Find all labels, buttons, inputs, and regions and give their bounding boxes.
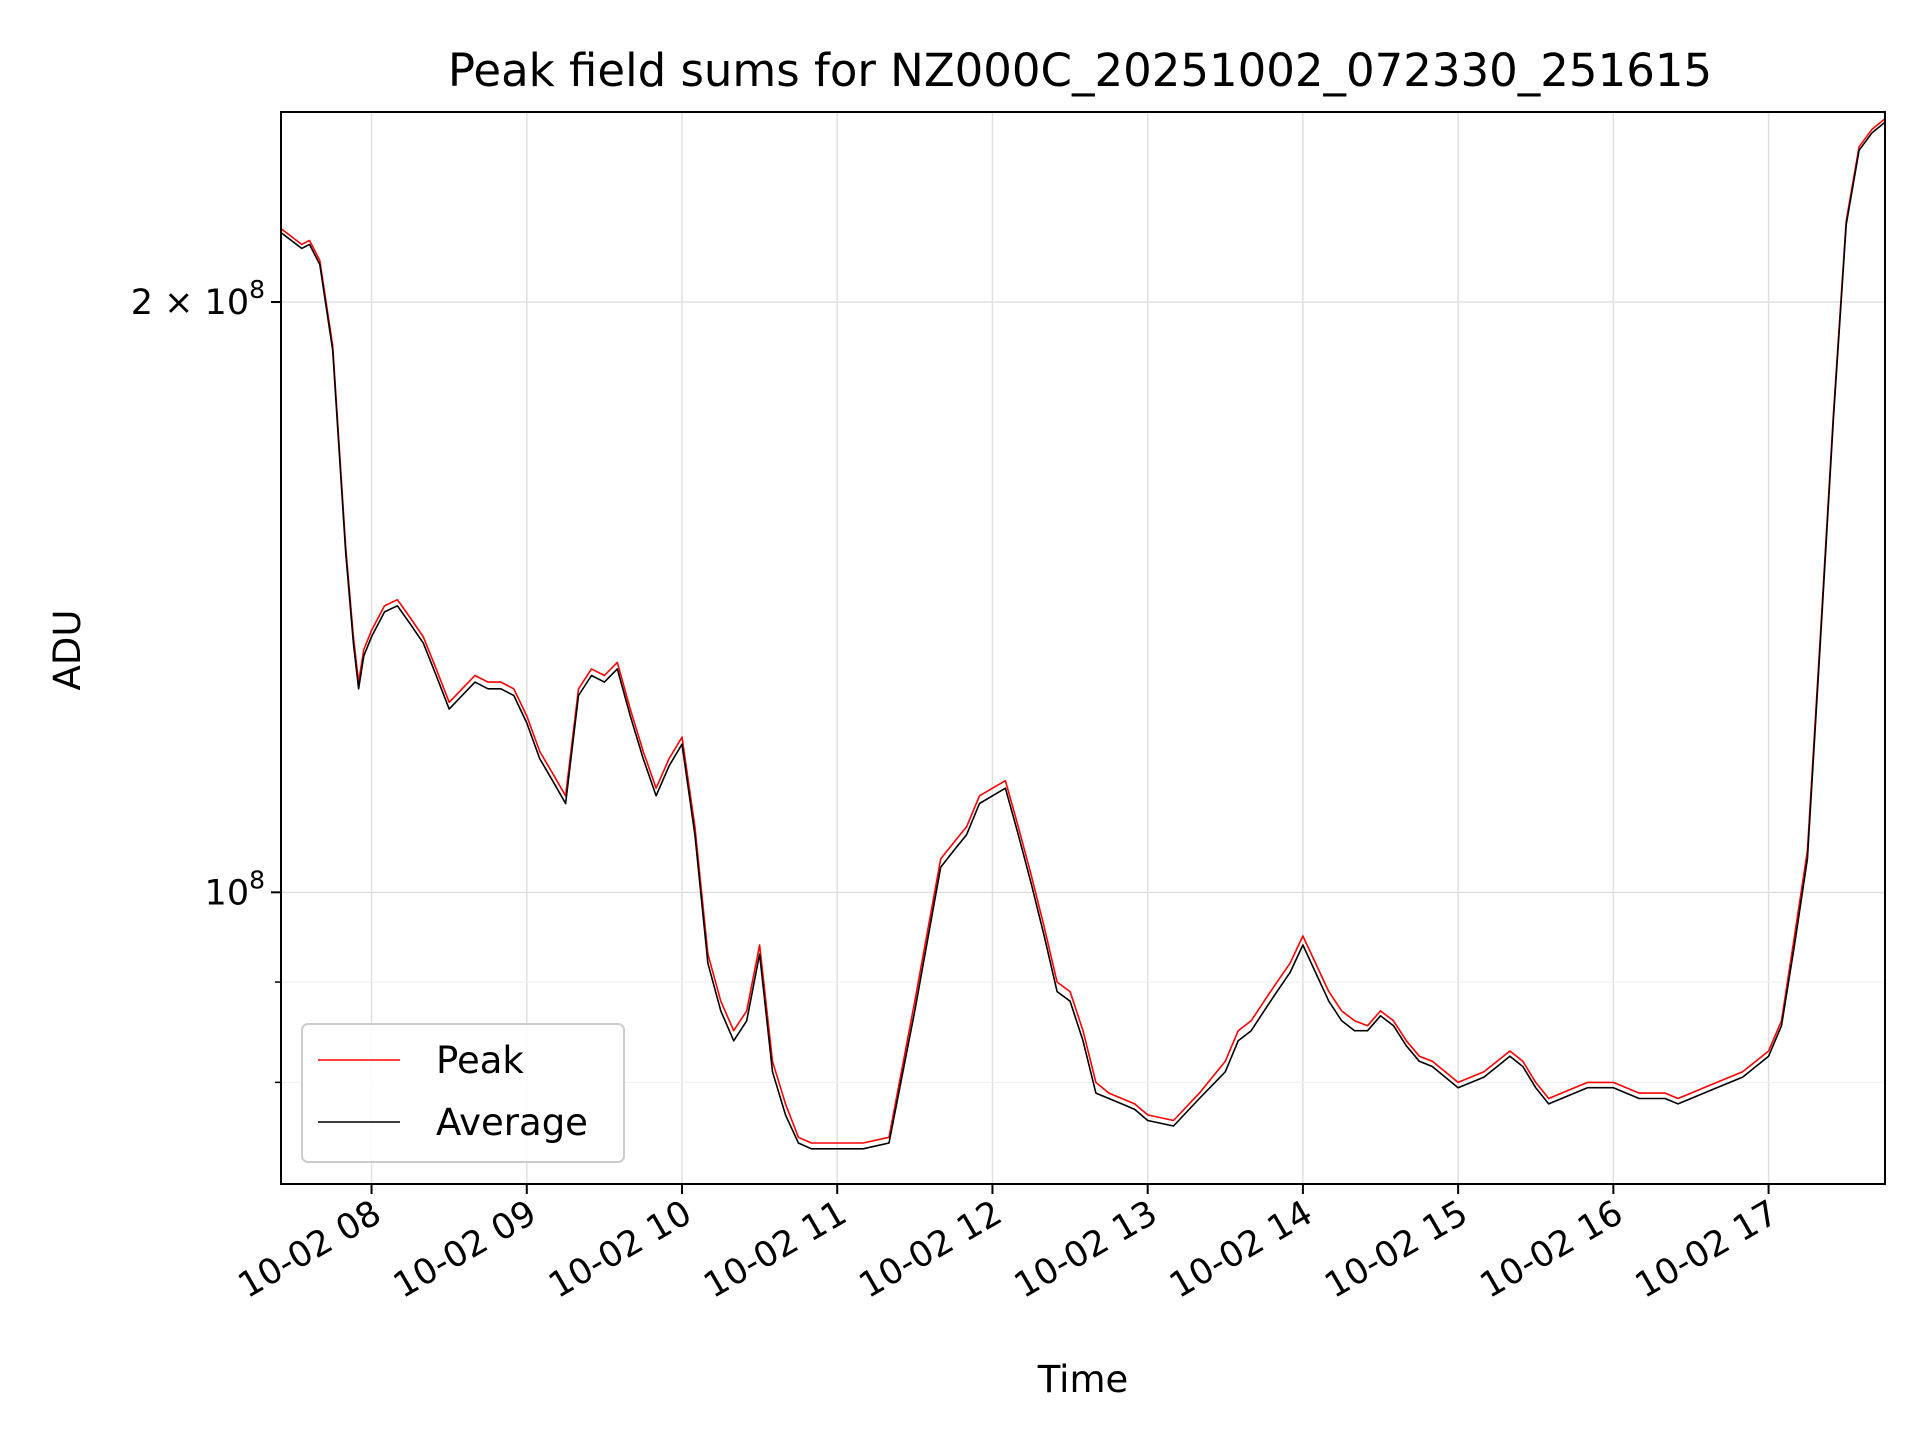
series-line-peak	[280, 118, 1886, 1144]
x-tick-label: 10-02 15	[1318, 1193, 1474, 1306]
x-tick-label: 10-02 13	[1008, 1193, 1164, 1306]
plot-frame	[280, 111, 1886, 1185]
chart-title: Peak field sums for NZ000C_20251002_0723…	[448, 44, 1712, 97]
legend: Peak Average	[301, 1023, 625, 1163]
grid	[281, 112, 1885, 1184]
x-tick-label: 10-02 17	[1629, 1193, 1785, 1306]
series-line-average	[280, 121, 1886, 1150]
legend-label-peak: Peak	[436, 1039, 524, 1082]
y-axis-label: ADU	[46, 610, 89, 691]
series-group	[280, 118, 1886, 1150]
x-tick-label: 10-02 14	[1163, 1193, 1319, 1306]
y-axis: 108 2 × 108	[131, 275, 281, 1084]
legend-label-average: Average	[436, 1101, 588, 1144]
x-tick-label: 10-02 16	[1474, 1193, 1630, 1306]
x-tick-label: 10-02 12	[853, 1193, 1009, 1306]
x-tick-label: 10-02 08	[232, 1193, 388, 1306]
x-tick-label: 10-02 11	[697, 1193, 853, 1306]
legend-box	[301, 1023, 625, 1163]
x-tick-label: 10-02 09	[387, 1193, 543, 1306]
y-tick-label: 108	[205, 865, 265, 913]
x-axis-label: Time	[1037, 1358, 1129, 1401]
x-tick-label: 10-02 10	[542, 1193, 698, 1306]
y-tick-label: 2 × 108	[131, 275, 265, 323]
